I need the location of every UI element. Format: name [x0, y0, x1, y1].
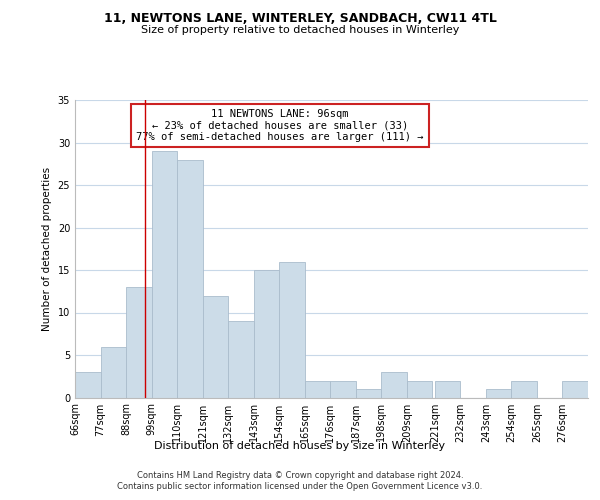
Bar: [356, 389, 382, 398]
Text: 11, NEWTONS LANE, WINTERLEY, SANDBACH, CW11 4TL: 11, NEWTONS LANE, WINTERLEY, SANDBACH, C…: [104, 12, 496, 26]
Bar: [75, 372, 101, 398]
Text: Size of property relative to detached houses in Winterley: Size of property relative to detached ho…: [141, 25, 459, 35]
Bar: [101, 346, 126, 398]
Bar: [152, 151, 177, 398]
Bar: [279, 262, 305, 398]
Bar: [382, 372, 407, 398]
Text: 11 NEWTONS LANE: 96sqm
← 23% of detached houses are smaller (33)
77% of semi-det: 11 NEWTONS LANE: 96sqm ← 23% of detached…: [136, 109, 424, 142]
Bar: [407, 380, 433, 398]
Bar: [486, 389, 511, 398]
Text: Contains HM Land Registry data © Crown copyright and database right 2024.: Contains HM Land Registry data © Crown c…: [137, 471, 463, 480]
Bar: [511, 380, 537, 398]
Text: Distribution of detached houses by size in Winterley: Distribution of detached houses by size …: [154, 441, 446, 451]
Bar: [203, 296, 228, 398]
Bar: [126, 287, 152, 398]
Bar: [331, 380, 356, 398]
Bar: [305, 380, 331, 398]
Bar: [254, 270, 279, 398]
Bar: [228, 321, 254, 398]
Bar: [435, 380, 460, 398]
Y-axis label: Number of detached properties: Number of detached properties: [42, 166, 52, 331]
Text: Contains public sector information licensed under the Open Government Licence v3: Contains public sector information licen…: [118, 482, 482, 491]
Bar: [562, 380, 588, 398]
Bar: [177, 160, 203, 398]
